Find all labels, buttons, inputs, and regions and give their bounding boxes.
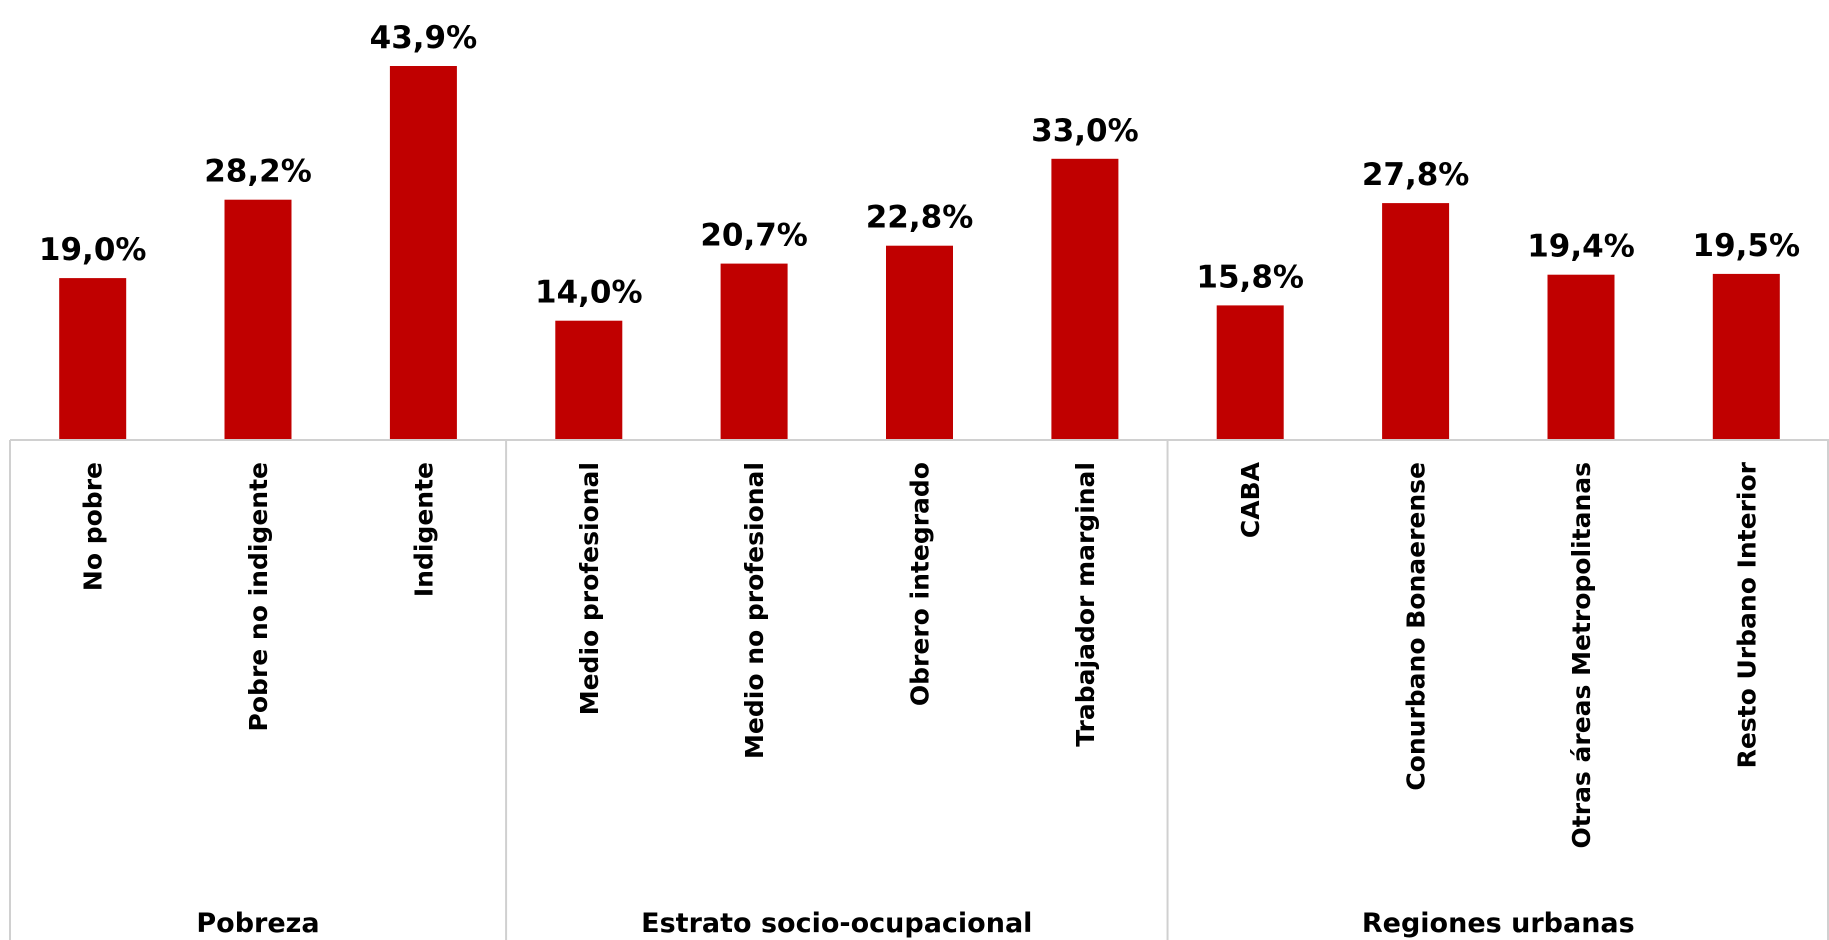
group-label: Pobreza (196, 908, 319, 939)
bar-value-label: 27,8% (1362, 157, 1470, 193)
bar-value-label: 28,2% (204, 154, 312, 190)
bar (720, 263, 788, 440)
bar (886, 245, 953, 440)
axis-layer (9, 439, 1829, 940)
category-label: Otras áreas Metropolitanas (1567, 462, 1596, 848)
bar-value-label: 19,0% (39, 232, 147, 268)
bar (1051, 158, 1119, 441)
group-label: Regiones urbanas (1362, 908, 1635, 939)
value-labels-layer: 19,0% 28,2% 43,9% 14,0% 20,7% 22,8% 33,0% 15,8%… (39, 20, 1800, 311)
category-label: Medio profesional (575, 462, 604, 715)
bar (1382, 203, 1450, 440)
category-label: Resto Urbano Interior (1732, 461, 1761, 768)
category-label: CABA (1236, 461, 1265, 538)
category-label: Obrero integrado (906, 462, 935, 706)
group-labels-layer: Pobreza Estrato socio-ocupacional Regiones… (196, 908, 1634, 939)
bar-value-label: 33,0% (1031, 113, 1139, 149)
bar-value-label: 22,8% (866, 200, 974, 236)
bar-value-label: 14,0% (535, 275, 643, 311)
bar (389, 66, 457, 440)
category-label: Medio no profesional (740, 462, 769, 759)
bar-value-label: 43,9% (370, 20, 478, 56)
bar (555, 320, 623, 440)
bar (1712, 273, 1780, 440)
bar (1216, 305, 1284, 440)
category-label: Conurbano Bonaerense (1402, 462, 1431, 791)
category-labels-layer: No pobre Pobre no indigente Indigente Medio… (79, 461, 1762, 848)
bar (59, 278, 127, 440)
bar-value-label: 20,7% (700, 218, 808, 254)
category-label: No pobre (79, 462, 108, 591)
bar-value-label: 19,4% (1527, 229, 1635, 265)
category-label: Indigente (409, 462, 438, 597)
bars-layer (59, 66, 1780, 441)
bar-value-label: 15,8% (1196, 259, 1304, 295)
bar (1547, 274, 1615, 440)
category-label: Pobre no indigente (244, 462, 273, 731)
group-label: Estrato socio-ocupacional (641, 908, 1032, 939)
category-label: Trabajador marginal (1071, 462, 1100, 747)
bar (224, 199, 292, 440)
bar-value-label: 19,5% (1693, 228, 1801, 264)
